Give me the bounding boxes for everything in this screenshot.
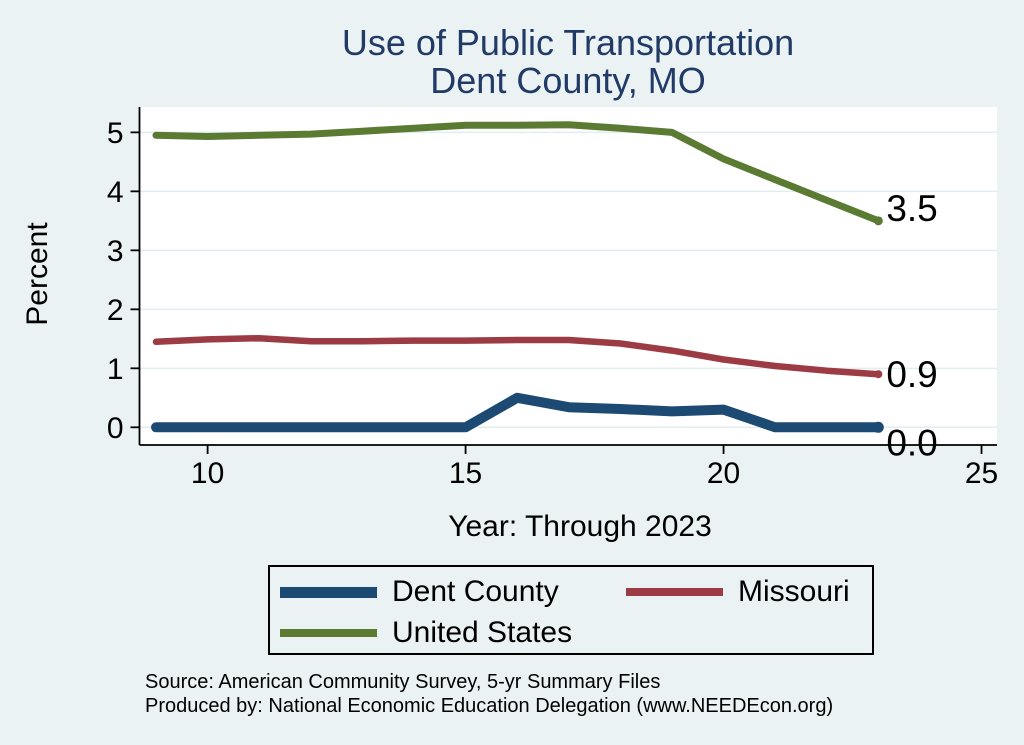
x-tick-label-15: 15	[449, 457, 482, 490]
source-note: Source: American Community Survey, 5-yr …	[145, 670, 833, 718]
y-tick-label-5: 5	[107, 117, 124, 150]
y-axis-label: Percent	[21, 222, 54, 326]
source-line-1: Source: American Community Survey, 5-yr …	[145, 671, 661, 693]
legend: Dent County Missouri United States	[268, 565, 874, 655]
x-tick-label-10: 10	[191, 457, 224, 490]
x-tick-label-25: 25	[965, 457, 998, 490]
series-endpoint-united-states	[873, 216, 883, 226]
missouri-line-swatch	[626, 588, 723, 596]
x-tick-label-20: 20	[707, 457, 740, 490]
legend-item-dent-county: Dent County	[280, 575, 559, 609]
plot-area	[139, 107, 997, 445]
dent-county-line-swatch	[280, 586, 377, 598]
legend-label-united-states: United States	[392, 616, 573, 649]
united-states-line-swatch	[280, 629, 377, 637]
series-endpoint-missouri	[874, 370, 883, 379]
y-tick-label-4: 4	[107, 176, 124, 209]
x-axis-label: Year: Through 2023	[448, 510, 712, 543]
y-tick-label-0: 0	[107, 412, 124, 445]
series-line-united-states	[152, 121, 882, 225]
legend-label-dent-county: Dent County	[392, 575, 559, 608]
chart-title-block: Use of Public Transportation Dent County…	[139, 24, 997, 100]
series-line-missouri	[152, 334, 882, 378]
y-tick-label-2: 2	[107, 294, 124, 327]
chart-subtitle: Dent County, MO	[430, 60, 706, 101]
end-label-united-states: 3.5	[886, 188, 937, 229]
chart-title: Use of Public Transportation	[341, 22, 795, 63]
legend-label-missouri: Missouri	[738, 575, 850, 608]
y-tick-label-3: 3	[107, 235, 124, 268]
y-tick-label-1: 1	[107, 353, 124, 386]
series-line-dent-county	[151, 392, 884, 433]
end-label-missouri: 0.9	[886, 354, 937, 395]
legend-item-missouri: Missouri	[626, 575, 850, 609]
series-endpoint-dent-county	[872, 421, 884, 433]
legend-item-united-states: United States	[280, 616, 572, 650]
source-line-2: Produced by: National Economic Education…	[145, 695, 834, 717]
end-label-dent-county: 0.0	[886, 422, 937, 463]
